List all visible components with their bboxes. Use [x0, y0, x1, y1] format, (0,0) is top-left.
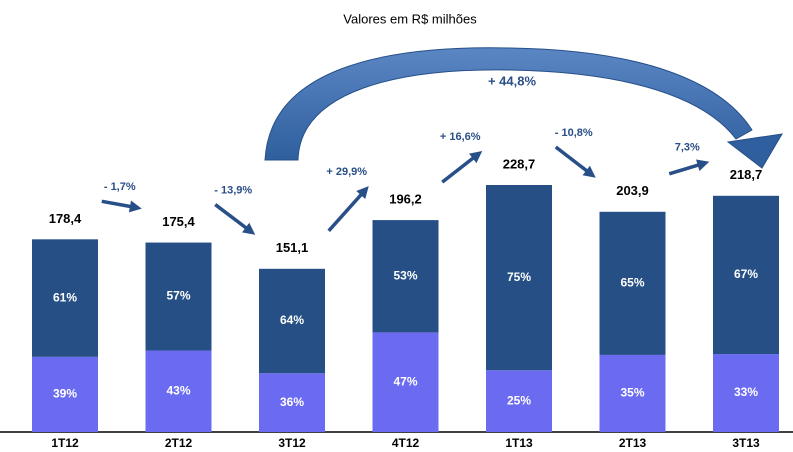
- x-tick-label: 2T13: [619, 436, 647, 450]
- total-label: 228,7: [503, 156, 536, 171]
- arrow-shaft: [101, 199, 135, 209]
- bar-segment: [486, 185, 552, 371]
- arrow-head: [469, 151, 483, 164]
- segment-label: 61%: [53, 290, 77, 304]
- change-arrow: [668, 159, 710, 176]
- arrow-head: [242, 222, 256, 235]
- bar-segment: [145, 350, 212, 432]
- bar-segment: [713, 354, 779, 432]
- arrow-head: [582, 165, 596, 178]
- arrow-shaft: [441, 154, 478, 184]
- bar-segment: [259, 268, 325, 374]
- change-label: 7,3%: [675, 142, 700, 154]
- x-tick-label: 1T12: [51, 436, 79, 450]
- arrow-shaft: [327, 190, 365, 232]
- segment-label: 57%: [166, 289, 190, 303]
- bar-segment: [713, 195, 779, 355]
- change-label: - 1,7%: [104, 181, 136, 193]
- change-label: - 10,8%: [555, 127, 593, 139]
- arrow-shaft: [554, 145, 591, 175]
- total-label: 178,4: [49, 211, 82, 226]
- bar-segment: [599, 354, 666, 432]
- total-label: 218,7: [730, 167, 763, 182]
- segment-label: 64%: [280, 313, 304, 327]
- bar-segment: [32, 356, 98, 432]
- change-arrow: [101, 199, 142, 213]
- arrow-head: [696, 159, 710, 171]
- bar-segment: [32, 239, 98, 357]
- segment-label: 75%: [507, 270, 531, 284]
- segment-label: 33%: [734, 385, 758, 399]
- arrow-shaft: [214, 203, 250, 232]
- bar-segment: [259, 373, 325, 432]
- arrow-head: [128, 200, 142, 213]
- total-label: 196,2: [389, 192, 422, 207]
- change-label: + 29,9%: [326, 166, 367, 178]
- change-label: - 13,9%: [214, 184, 252, 196]
- change-label: + 16,6%: [440, 131, 481, 143]
- total-label: 175,4: [162, 214, 195, 229]
- arrow-shaft: [668, 162, 703, 176]
- change-arrow: [327, 186, 369, 232]
- segment-label: 36%: [280, 395, 304, 409]
- segment-label: 35%: [620, 386, 644, 400]
- overall-arrow: [264, 47, 783, 169]
- segment-label: 39%: [53, 387, 77, 401]
- change-arrow: [554, 145, 596, 178]
- total-label: 151,1: [276, 240, 309, 255]
- bar-segment: [145, 242, 212, 351]
- change-arrow: [441, 151, 483, 184]
- arrow-head: [356, 186, 369, 200]
- overall-change-label: + 44,8%: [488, 73, 537, 88]
- x-tick-label: 1T13: [505, 436, 533, 450]
- segment-label: 25%: [507, 393, 531, 407]
- segment-label: 47%: [393, 374, 417, 388]
- chart-title: Valores em R$ milhões: [343, 11, 477, 26]
- bar-segment: [486, 370, 552, 432]
- x-tick-label: 4T12: [392, 436, 420, 450]
- bar-segment: [372, 332, 439, 432]
- bar-segment: [372, 220, 439, 333]
- segment-label: 67%: [734, 267, 758, 281]
- segment-label: 65%: [620, 276, 644, 290]
- change-arrow: [214, 203, 256, 235]
- x-tick-label: 2T12: [165, 436, 193, 450]
- x-tick-label: 3T13: [732, 436, 760, 450]
- bar-segment: [599, 211, 666, 355]
- segment-label: 53%: [393, 268, 417, 282]
- x-tick-label: 3T12: [278, 436, 306, 450]
- total-label: 203,9: [616, 183, 649, 198]
- segment-label: 43%: [166, 383, 190, 397]
